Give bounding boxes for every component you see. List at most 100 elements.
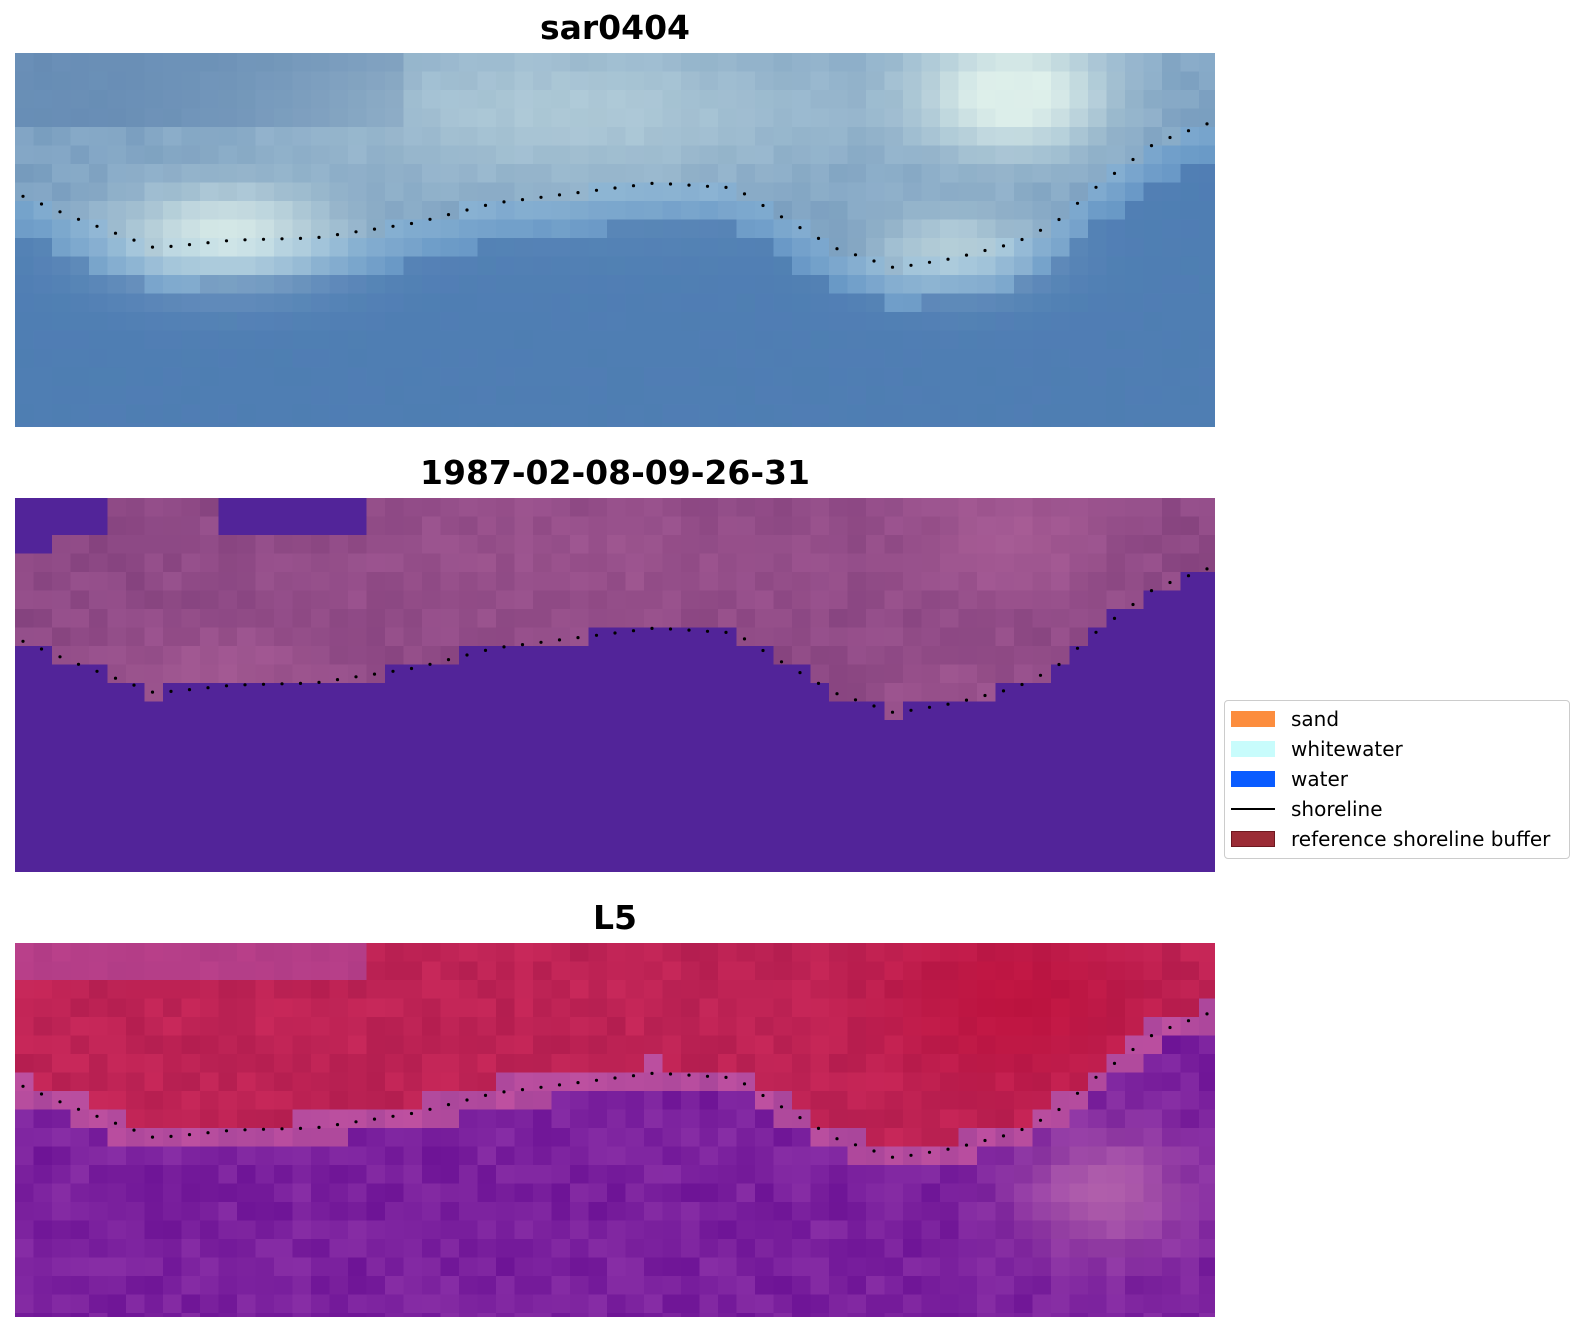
pixel-cell [218, 1035, 238, 1055]
pixel-cell [829, 775, 849, 795]
pixel-cell [422, 386, 442, 406]
pixel-cell [126, 1313, 146, 1317]
pixel-cell [940, 757, 960, 777]
pixel-cell [477, 1313, 497, 1317]
pixel-cell [551, 1313, 571, 1317]
pixel-cell [718, 775, 738, 795]
pixel-cell [755, 535, 775, 555]
pixel-cell [218, 720, 238, 740]
pixel-cell [866, 256, 886, 276]
pixel-cell [1088, 1017, 1108, 1037]
pixel-cell [218, 868, 238, 872]
pixel-cell [329, 423, 349, 427]
pixel-cell [274, 646, 294, 666]
pixel-cell [126, 1109, 146, 1129]
pixel-cell [89, 943, 109, 963]
pixel-cell [459, 312, 479, 332]
pixel-cell [718, 516, 738, 536]
pixel-cell [866, 701, 886, 721]
pixel-cell [866, 349, 886, 369]
shoreline-point [243, 683, 247, 687]
pixel-cell [237, 1109, 257, 1129]
pixel-cell [144, 293, 164, 313]
pixel-cell [163, 1183, 183, 1203]
legend-item-water: water [1231, 767, 1348, 791]
pixel-cell [70, 1146, 90, 1166]
pixel-cell [311, 145, 331, 165]
pixel-cell [237, 1257, 257, 1277]
pixel-cell [940, 1035, 960, 1055]
pixel-cell [33, 998, 53, 1018]
pixel-cell [773, 1146, 793, 1166]
pixel-cell [52, 108, 72, 128]
pixel-cell [533, 868, 553, 872]
pixel-cell [477, 367, 497, 387]
pixel-cell [477, 127, 497, 147]
pixel-cell [903, 775, 923, 795]
pixel-cell [977, 516, 997, 536]
pixel-cell [884, 367, 904, 387]
pixel-cell [958, 1239, 978, 1259]
pixel-cell [1180, 1054, 1200, 1074]
pixel-cell [755, 516, 775, 536]
pixel-cell [699, 164, 719, 184]
pixel-cell [1180, 71, 1200, 91]
pixel-cell [1051, 1276, 1071, 1296]
pixel-cell [33, 868, 53, 872]
pixel-cell [126, 367, 146, 387]
pixel-cell [144, 683, 164, 703]
pixel-cell [385, 1220, 405, 1240]
pixel-cell [884, 553, 904, 573]
pixel-cell [866, 90, 886, 110]
pixel-cell [940, 609, 960, 629]
pixel-cell [773, 627, 793, 647]
pixel-cell [1162, 701, 1182, 721]
pixel-cell [1143, 590, 1163, 610]
pixel-cell [810, 1276, 830, 1296]
pixel-cell [1088, 219, 1108, 239]
pixel-cell [89, 757, 109, 777]
pixel-cell [847, 1220, 867, 1240]
pixel-cell [755, 590, 775, 610]
pixel-cell [699, 256, 719, 276]
pixel-cell [70, 330, 90, 350]
pixel-cell [292, 720, 312, 740]
pixel-cell [292, 423, 312, 427]
pixel-cell [311, 367, 331, 387]
pixel-cell [329, 275, 349, 295]
pixel-cell [607, 535, 627, 555]
pixel-cell [1106, 1183, 1126, 1203]
pixel-cell [940, 646, 960, 666]
pixel-cell [866, 127, 886, 147]
pixel-cell [681, 1202, 701, 1222]
pixel-cell [329, 812, 349, 832]
pixel-cell [625, 868, 645, 872]
pixel-cell [144, 646, 164, 666]
pixel-cell [755, 201, 775, 221]
pixel-cell [292, 738, 312, 758]
pixel-cell [385, 164, 405, 184]
pixel-cell [533, 349, 553, 369]
index-image [15, 943, 1215, 1317]
pixel-cell [958, 53, 978, 73]
pixel-cell [218, 367, 238, 387]
pixel-cell [477, 590, 497, 610]
pixel-cell [607, 1054, 627, 1074]
pixel-cell [1199, 238, 1215, 258]
shoreline-point [835, 1137, 839, 1141]
pixel-cell [810, 386, 830, 406]
pixel-cell [348, 1017, 368, 1037]
pixel-cell [385, 720, 405, 740]
pixel-cell [144, 1146, 164, 1166]
pixel-cell [348, 164, 368, 184]
pixel-cell [311, 1202, 331, 1222]
pixel-cell [995, 980, 1015, 1000]
pixel-cell [884, 1294, 904, 1314]
pixel-cell [940, 664, 960, 684]
pixel-cell [607, 293, 627, 313]
pixel-cell [644, 275, 664, 295]
pixel-cell [1199, 794, 1215, 814]
pixel-cell [699, 1091, 719, 1111]
pixel-cell [773, 980, 793, 1000]
pixel-cell [792, 367, 812, 387]
